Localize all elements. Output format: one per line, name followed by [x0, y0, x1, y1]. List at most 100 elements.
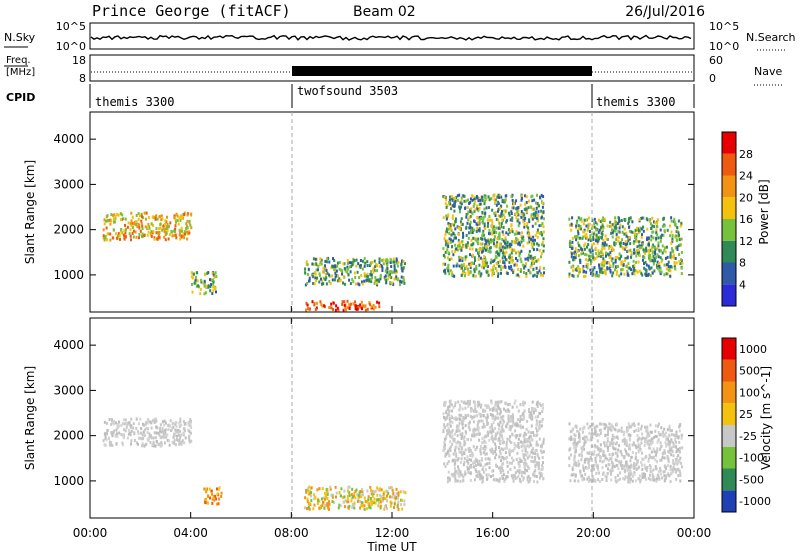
scatter-cell — [442, 448, 445, 452]
scatter-cell — [186, 219, 189, 223]
scatter-cell — [474, 457, 477, 461]
scatter-cell — [498, 407, 501, 411]
scatter-cell — [457, 400, 460, 404]
scatter-cell — [655, 236, 658, 240]
scatter-cell — [215, 275, 218, 278]
scatter-cell — [519, 458, 522, 462]
scatter-cell — [527, 258, 530, 262]
scatter-cell — [484, 409, 487, 413]
scatter-cell — [450, 257, 453, 261]
scatter-cell — [331, 278, 334, 282]
scatter-cell — [602, 258, 605, 262]
scatter-cell — [508, 439, 511, 443]
scatter-cell — [542, 437, 545, 441]
scatter-cell — [453, 417, 456, 421]
scatter-cell — [643, 256, 646, 260]
scatter-cell — [626, 452, 629, 456]
scatter-cell — [679, 474, 682, 477]
scatter-cell — [630, 425, 633, 429]
scatter-cell — [640, 424, 643, 428]
scatter-cell — [664, 431, 667, 435]
scatter-cell — [597, 236, 600, 240]
scatter-cell — [361, 280, 363, 284]
scatter-cell — [652, 447, 655, 451]
scatter-cell — [454, 217, 457, 221]
scatter-cell — [501, 438, 504, 442]
scatter-cell — [535, 461, 538, 465]
scatter-cell — [587, 479, 590, 483]
scatter-cell — [637, 422, 640, 426]
scatter-cell — [574, 449, 577, 453]
scatter-cell — [116, 236, 119, 240]
scatter-cell — [520, 212, 523, 216]
scatter-cell — [180, 442, 183, 446]
scatter-cell — [450, 197, 453, 201]
colorbar-segment — [722, 219, 736, 241]
scatter-cell — [627, 249, 630, 253]
scatter-cell — [510, 461, 513, 465]
scatter-cell — [146, 427, 149, 431]
scatter-cell — [443, 462, 446, 466]
scatter-cell — [195, 284, 198, 288]
scatter-cell — [526, 465, 529, 469]
scatter-cell — [512, 271, 515, 274]
scatter-cell — [342, 275, 345, 279]
scatter-cell — [457, 440, 459, 444]
scatter-cell — [150, 421, 153, 425]
scatter-cell — [513, 401, 516, 405]
scatter-cell — [443, 269, 446, 273]
scatter-cell — [479, 463, 482, 467]
scatter-cell — [590, 432, 593, 436]
scatter-cell — [541, 243, 544, 247]
scatter-cell — [669, 429, 672, 433]
scatter-cell — [335, 491, 338, 495]
scatter-cell — [605, 424, 608, 428]
scatter-cell — [602, 451, 605, 455]
scatter-cell — [590, 227, 593, 231]
scatter-cell — [525, 225, 528, 228]
scatter-cell — [393, 277, 396, 281]
scatter-cell — [174, 428, 177, 432]
scatter-cell — [452, 253, 455, 257]
scatter-cell — [443, 445, 446, 449]
scatter-cell — [483, 237, 486, 241]
scatter-cell — [494, 400, 497, 404]
scatter-cell — [148, 226, 151, 230]
scatter-cell — [491, 449, 494, 453]
scatter-cell — [456, 244, 459, 248]
scatter-cell — [526, 469, 529, 473]
scatter-cell — [606, 446, 609, 449]
scatter-cell — [615, 272, 618, 276]
scatter-cell — [610, 245, 612, 249]
scatter-cell — [363, 304, 366, 308]
scatter-cell — [472, 242, 475, 246]
scatter-cell — [616, 222, 619, 226]
scatter-cell — [321, 497, 323, 501]
scatter-cell — [658, 264, 661, 268]
scatter-cell — [391, 495, 393, 499]
scatter-cell — [676, 456, 679, 459]
scatter-cell — [210, 489, 213, 493]
scatter-cell — [620, 464, 622, 467]
scatter-cell — [144, 225, 147, 229]
scatter-cell — [594, 445, 597, 449]
scatter-cell — [632, 464, 635, 467]
x-tick-label: 08:00 — [274, 526, 309, 540]
scatter-cell — [641, 241, 644, 245]
scatter-cell — [360, 504, 363, 508]
scatter-cell — [633, 251, 635, 255]
scatter-cell — [481, 441, 484, 445]
scatter-cell — [513, 249, 516, 253]
scatter-cell — [154, 419, 157, 423]
scatter-cell — [329, 282, 332, 285]
scatter-cell — [510, 223, 513, 227]
scatter-cell — [444, 404, 447, 407]
scatter-cell — [361, 307, 363, 311]
scatter-cell — [120, 231, 123, 235]
scatter-cell — [185, 224, 188, 228]
scatter-cell — [460, 199, 463, 203]
scatter-cell — [357, 262, 360, 266]
scatter-cell — [403, 262, 406, 265]
scatter-cell — [400, 503, 403, 507]
scatter-cell — [577, 430, 580, 434]
